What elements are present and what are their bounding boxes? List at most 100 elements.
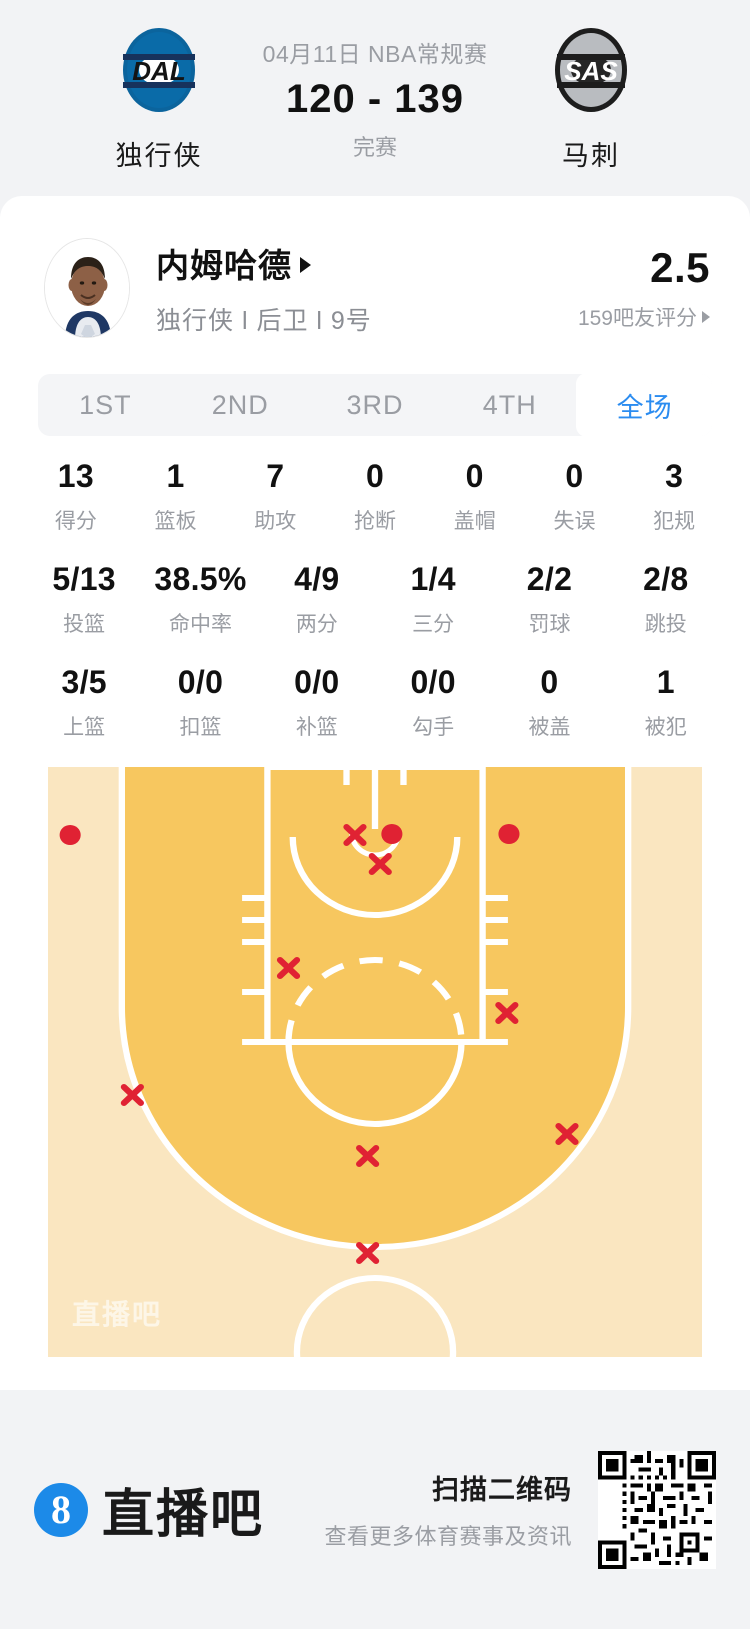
tab-3rd[interactable]: 3RD bbox=[346, 389, 404, 420]
stat-label: 盖帽 bbox=[453, 510, 496, 533]
tab-full-game[interactable]: 全场 bbox=[577, 374, 712, 436]
stat-rebounds: 1 篮板 bbox=[126, 458, 226, 535]
stat-dunks: 0/0 扣篮 bbox=[142, 664, 258, 741]
sas-logo-icon: SAS bbox=[547, 24, 635, 120]
period-tabs[interactable]: 1ST 2ND 3RD 4TH 全场 bbox=[38, 374, 712, 436]
stat-value: 0 bbox=[465, 458, 484, 494]
stat-field-goals: 5/13 投篮 bbox=[26, 561, 142, 638]
shot-missed bbox=[495, 1002, 519, 1024]
stat-points: 13 得分 bbox=[26, 458, 126, 535]
stat-value: 2/2 bbox=[526, 561, 573, 597]
stat-row-shooting: 5/13 投篮 38.5% 命中率 4/9 两分 1/4 三分 2/2 罚球 2… bbox=[26, 561, 724, 638]
qr-code-icon[interactable] bbox=[598, 1450, 716, 1569]
rating-block[interactable]: 2.5 159吧友评分 bbox=[520, 244, 710, 332]
stat-row-shot-types: 3/5 上篮 0/0 扣篮 0/0 补篮 0/0 勾手 0 被盖 1 被犯 bbox=[26, 664, 724, 741]
svg-text:SAS: SAS bbox=[564, 56, 618, 86]
stat-fouls: 3 犯规 bbox=[624, 458, 724, 535]
stat-label: 跳投 bbox=[644, 613, 687, 636]
score-center: 04月11日 NBA常规赛 120 - 139 完赛 bbox=[244, 35, 506, 162]
stat-label: 得分 bbox=[54, 510, 97, 533]
stat-three-pointers: 1/4 三分 bbox=[375, 561, 491, 638]
stat-value: 0 bbox=[565, 458, 584, 494]
chevron-right-small-icon bbox=[702, 311, 710, 323]
dal-logo-icon: DAL bbox=[115, 24, 203, 120]
rating-score: 2.5 bbox=[650, 244, 710, 291]
shot-missed bbox=[343, 824, 367, 846]
stat-two-pointers: 4/9 两分 bbox=[259, 561, 375, 638]
stat-label: 投篮 bbox=[63, 613, 106, 636]
stat-value: 0/0 bbox=[294, 664, 340, 700]
stat-blocked: 0 被盖 bbox=[491, 664, 607, 741]
stat-value: 1/4 bbox=[410, 561, 456, 597]
stat-label: 被盖 bbox=[528, 716, 571, 739]
stat-jump-shots: 2/8 跳投 bbox=[608, 561, 724, 638]
shot-missed bbox=[368, 853, 392, 875]
scoreboard-header: DAL 独行侠 04月11日 NBA常规赛 120 - 139 完赛 SAS 马… bbox=[0, 0, 750, 196]
stat-fg-percent: 38.5% 命中率 bbox=[142, 561, 258, 638]
stat-putbacks: 0/0 补篮 bbox=[259, 664, 375, 741]
stat-value: 3/5 bbox=[61, 664, 107, 700]
stat-label: 扣篮 bbox=[179, 716, 222, 739]
stat-steals: 0 抢断 bbox=[325, 458, 425, 535]
home-team[interactable]: DAL 独行侠 bbox=[74, 24, 244, 173]
tab-2nd[interactable]: 2ND bbox=[211, 389, 269, 420]
stat-value: 1 bbox=[166, 458, 185, 494]
shot-missed bbox=[555, 1123, 579, 1145]
stat-label: 篮板 bbox=[154, 510, 197, 533]
brand-name: 直播吧 bbox=[102, 1486, 265, 1544]
stat-label: 被犯 bbox=[644, 716, 687, 739]
shot-missed-group bbox=[120, 824, 579, 1264]
away-team-name: 马刺 bbox=[562, 140, 620, 171]
stat-value: 0/0 bbox=[177, 664, 224, 700]
shot-made bbox=[59, 825, 81, 845]
stat-value: 2/8 bbox=[643, 561, 689, 597]
stat-label: 犯规 bbox=[653, 510, 696, 533]
tab-4th[interactable]: 4TH bbox=[482, 389, 537, 420]
stat-fouled: 1 被犯 bbox=[608, 664, 724, 741]
stat-value: 13 bbox=[57, 458, 94, 494]
stat-label: 上篮 bbox=[63, 716, 106, 739]
player-stats-card: 内姆哈德 独行侠 l 后卫 l 9号 2.5 159吧友评分 1ST 2ND 3… bbox=[0, 196, 750, 1396]
rating-label-text: 159吧友评分 bbox=[577, 307, 697, 330]
stat-label: 两分 bbox=[295, 613, 338, 636]
stat-value: 4/9 bbox=[294, 561, 340, 597]
stat-label: 抢断 bbox=[354, 510, 397, 533]
stat-value: 5/13 bbox=[52, 561, 116, 597]
rating-label[interactable]: 159吧友评分 bbox=[520, 302, 710, 332]
svg-text:DAL: DAL bbox=[132, 56, 185, 86]
brand-mark-icon: 8 bbox=[34, 1482, 88, 1537]
away-team[interactable]: SAS 马刺 bbox=[506, 24, 676, 173]
stat-value: 38.5% bbox=[154, 561, 247, 597]
stat-label: 失误 bbox=[553, 510, 596, 533]
stat-blocks: 0 盖帽 bbox=[425, 458, 525, 535]
tab-1st[interactable]: 1ST bbox=[79, 389, 132, 420]
qr-promo[interactable]: 扫描二维码 查看更多体育赛事及资讯 bbox=[324, 1450, 716, 1569]
player-name[interactable]: 内姆哈德 bbox=[156, 239, 520, 287]
stat-value: 0/0 bbox=[410, 664, 456, 700]
stat-label: 罚球 bbox=[528, 613, 571, 636]
player-detail: 独行侠 l 后卫 l 9号 bbox=[156, 307, 372, 335]
shot-made bbox=[498, 824, 520, 844]
stat-hooks: 0/0 勾手 bbox=[375, 664, 491, 741]
court-diagram bbox=[48, 767, 702, 1357]
shot-chart: 直播吧 bbox=[48, 767, 702, 1357]
stat-value: 3 bbox=[665, 458, 684, 494]
footer-bar: 8 直播吧 扫描二维码 查看更多体育赛事及资讯 bbox=[0, 1390, 750, 1629]
qr-subtitle: 查看更多体育赛事及资讯 bbox=[324, 1524, 572, 1549]
game-meta: 04月11日 NBA常规赛 bbox=[262, 40, 488, 67]
shot-made bbox=[381, 824, 403, 844]
home-team-name: 独行侠 bbox=[115, 140, 203, 171]
brand-logo[interactable]: 8 直播吧 bbox=[34, 1472, 264, 1547]
stat-label: 命中率 bbox=[168, 613, 232, 636]
player-header[interactable]: 内姆哈德 独行侠 l 后卫 l 9号 2.5 159吧友评分 bbox=[0, 196, 750, 368]
player-avatar bbox=[44, 238, 130, 338]
shot-missed bbox=[276, 957, 301, 979]
stat-label: 补篮 bbox=[295, 716, 338, 739]
game-status: 完赛 bbox=[352, 134, 397, 160]
stat-assists: 7 助攻 bbox=[225, 458, 325, 535]
qr-title: 扫描二维码 bbox=[432, 1475, 572, 1505]
stat-turnovers: 0 失误 bbox=[525, 458, 625, 535]
stat-label: 勾手 bbox=[412, 716, 455, 739]
stat-value: 0 bbox=[540, 664, 559, 700]
final-score: 120 - 139 bbox=[285, 76, 465, 121]
